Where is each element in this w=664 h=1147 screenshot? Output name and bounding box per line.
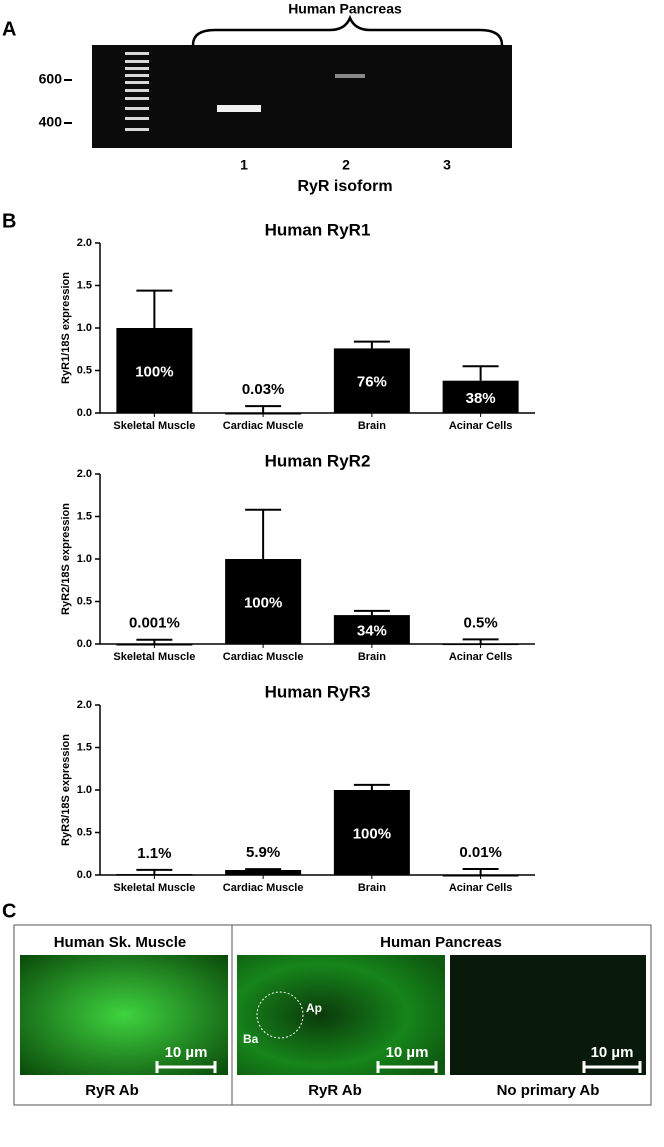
bar [442,874,519,877]
value-label: 100% [135,363,173,380]
y-tick-label: 2.0 [77,237,92,249]
x-tick-label: Skeletal Muscle [113,882,195,894]
annotation: Ba [243,1032,259,1046]
y-tick-label: 0.5 [77,826,92,838]
value-label: 0.01% [459,844,502,861]
gel-x-label: RyR isoform [297,178,392,195]
y-tick-label: 2.0 [77,468,92,480]
value-label: 34% [357,623,387,640]
value-label: 5.9% [246,844,280,861]
y-tick-label: 1.0 [77,784,92,796]
x-tick-label: Acinar Cells [449,651,513,663]
x-tick-label: Brain [358,651,386,663]
x-tick-label: Cardiac Muscle [223,882,304,894]
y-axis-label: RyR2/18S expression [60,503,72,615]
control-image [450,955,646,1075]
value-label: 1.1% [137,845,171,862]
value-label: 100% [244,594,282,611]
muscle-image [20,955,228,1075]
cell-outline [256,991,304,1039]
bar [333,615,410,644]
y-tick-label: 1.5 [77,741,92,753]
x-tick-label: Acinar Cells [449,420,513,432]
x-tick-label: Skeletal Muscle [113,651,195,663]
x-tick-label: Skeletal Muscle [113,420,195,432]
bar [442,380,519,413]
value-label: 38% [466,390,496,407]
marker-label: 400 [39,114,63,130]
caption: RyR Ab [308,1082,362,1099]
x-tick-label: Brain [358,420,386,432]
bar [225,869,302,875]
lane-label: 3 [443,157,451,173]
y-tick-label: 1.0 [77,322,92,334]
caption: RyR Ab [85,1082,139,1099]
y-axis-label: RyR1/18S expression [60,272,72,384]
bar [225,412,302,415]
bar [442,643,519,646]
bar [225,559,302,644]
y-tick-label: 0.5 [77,595,92,607]
value-label: 100% [353,825,391,842]
bar [116,643,193,646]
gel-title: Human Pancreas [288,1,402,17]
panel-letter: C [2,900,16,922]
chart-title: Human RyR1 [265,220,371,239]
panel-letter: A [2,18,16,40]
gel-band [217,105,261,112]
bar [116,328,193,413]
panel-letter: B [2,210,16,232]
lane-label: 1 [240,157,248,173]
annotation: Ap [306,1001,322,1015]
y-tick-label: 2.0 [77,699,92,711]
gel [92,45,512,148]
brace [191,14,504,46]
y-tick-label: 1.0 [77,553,92,565]
bar [333,790,410,875]
charts: Human RyR1 RyR1/18S expression 0.0 0.5 1.0 1.… [60,220,535,894]
image-title: Human Sk. Muscle [54,934,187,951]
bar [116,874,193,876]
scale-label: 10 µm [591,1044,634,1061]
ladder [125,52,149,131]
pancreas-image [237,955,445,1075]
y-tick-label: 1.5 [77,510,92,522]
value-label: 0.03% [242,381,285,398]
x-tick-label: Cardiac Muscle [223,420,304,432]
caption: No primary Ab [497,1082,600,1099]
gel-band [335,74,365,78]
chart-title: Human RyR2 [265,451,371,470]
image-title: Human Pancreas [380,934,502,951]
y-tick-label: 0.5 [77,364,92,376]
scale-bars [155,1061,642,1073]
scale-label: 10 µm [386,1044,429,1061]
y-tick-label: 0.0 [77,407,92,419]
value-label: 0.001% [129,615,180,632]
value-label: 76% [357,374,387,391]
y-tick-label: 1.5 [77,279,92,291]
marker-label: 600 [39,71,63,87]
lane-label: 2 [342,157,350,173]
scale-label: 10 µm [165,1044,208,1061]
x-tick-label: Cardiac Muscle [223,651,304,663]
y-axis-label: RyR3/18S expression [60,734,72,846]
y-tick-label: 0.0 [77,638,92,650]
bar [333,348,410,413]
x-tick-label: Brain [358,882,386,894]
y-tick-label: 0.0 [77,869,92,881]
x-tick-label: Acinar Cells [449,882,513,894]
chart-title: Human RyR3 [265,682,371,701]
value-label: 0.5% [464,614,498,631]
